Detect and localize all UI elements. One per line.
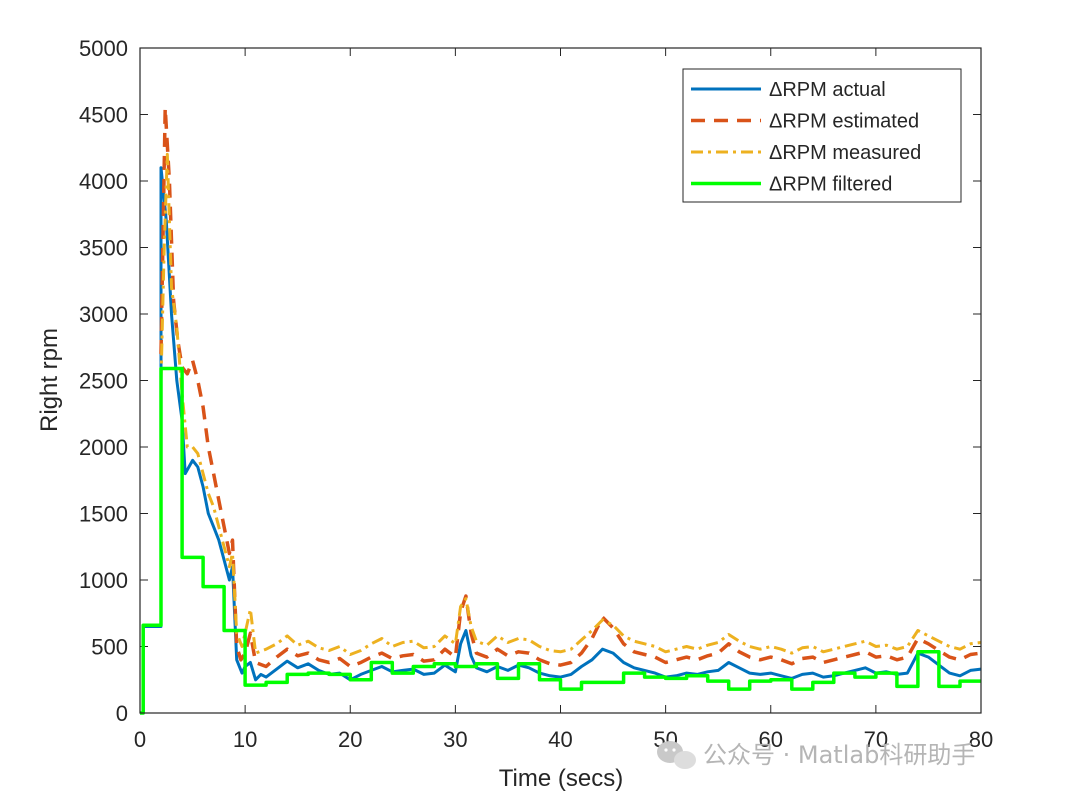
legend-label: ΔRPM estimated <box>769 111 919 133</box>
legend-label: ΔRPM measured <box>769 142 921 164</box>
y-tick-label: 1500 <box>79 502 128 527</box>
x-tick-label: 30 <box>443 727 467 752</box>
x-tick-label: 0 <box>134 727 146 752</box>
y-tick-label: 5000 <box>79 36 128 61</box>
series-layer <box>140 106 982 715</box>
y-tick-label: 3000 <box>79 302 128 327</box>
y-tick-label: 2000 <box>79 435 128 460</box>
x-tick-label: 70 <box>864 727 888 752</box>
legend-label: ΔRPM filtered <box>769 174 892 196</box>
legend-label: ΔRPM actual <box>769 79 886 101</box>
y-tick-label: 2500 <box>79 369 128 394</box>
wechat-icon <box>657 741 696 769</box>
x-tick-label: 40 <box>548 727 572 752</box>
series-line-3 <box>140 366 981 715</box>
y-tick-label: 3500 <box>79 236 128 261</box>
y-tick-label: 1000 <box>79 568 128 593</box>
x-tick-label: 80 <box>969 727 993 752</box>
x-tick-label: 60 <box>759 727 783 752</box>
series-line-1 <box>159 106 982 669</box>
legend-box <box>682 68 962 203</box>
y-tick-label: 4500 <box>79 103 128 128</box>
y-tick-label: 500 <box>91 635 128 660</box>
y-tick-label: 4000 <box>79 169 128 194</box>
series-line-0 <box>140 166 982 715</box>
plot-frame <box>139 47 982 714</box>
x-tick-label: 10 <box>233 727 257 752</box>
tick-labels: 0 10 20 30 40 50 60 70 8005001000150020002500300… <box>79 36 993 752</box>
x-tick-label: 20 <box>338 727 362 752</box>
series-line-2 <box>159 152 982 656</box>
watermark: 公众号 · Matlab科研助手 <box>657 741 975 769</box>
legend: ΔRPM actual ΔRPM estimated ΔRPM measured ΔR… <box>682 68 962 203</box>
watermark-text: 公众号 · Matlab科研助手 <box>703 741 975 769</box>
y-tick-label: 0 <box>116 701 128 726</box>
y-axis-label: Right rpm <box>36 328 63 432</box>
x-axis-label: Time (secs) <box>499 765 623 792</box>
